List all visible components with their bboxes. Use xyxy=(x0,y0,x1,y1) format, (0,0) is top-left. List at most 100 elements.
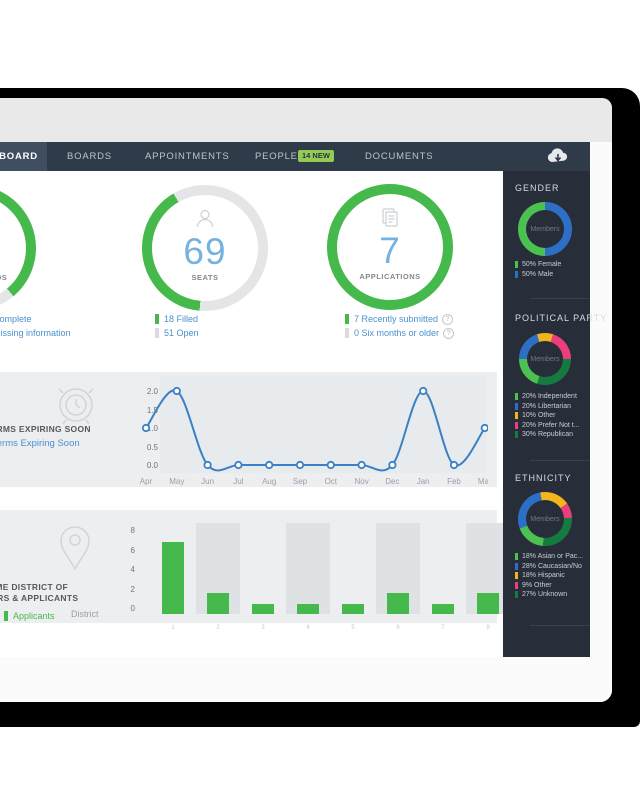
legend-label: 7 Recently submitted xyxy=(354,314,439,324)
applications-label: APPLICATIONS xyxy=(359,272,421,281)
active-boards-label: ACTIVE BOARDS xyxy=(0,273,8,282)
legend-item: 20% Prefer Not t... xyxy=(515,421,580,431)
legend-item: 50% Male xyxy=(515,270,561,280)
svg-text:Mar: Mar xyxy=(478,477,488,486)
demographics-sidebar: GENDER Members 50% Female 50% Male POLIT… xyxy=(503,171,606,657)
person-icon xyxy=(194,208,216,232)
svg-text:Jan: Jan xyxy=(417,477,430,486)
bar xyxy=(252,604,274,614)
ethnicity-legend: 18% Asian or Pac... 28% Caucasian/No 18%… xyxy=(515,552,583,600)
bar xyxy=(342,604,364,614)
legend-item[interactable]: Complete xyxy=(0,313,71,325)
political-party-donut-chart: Members xyxy=(519,333,571,385)
bar xyxy=(207,593,229,614)
legend-item: 28% Caucasian/No xyxy=(515,562,583,572)
legend-marker xyxy=(345,328,349,338)
terms-line-chart: Apr May Jun Jul Aug Sep Oct Nov Dec Jan Feb Mar xyxy=(140,376,488,486)
legend-item: 20% Libertarian xyxy=(515,402,580,412)
map-pin-icon xyxy=(52,523,98,580)
sidebar-divider xyxy=(530,625,590,626)
legend-item[interactable]: 18 Filled xyxy=(155,313,199,325)
legend-item[interactable]: 51 Open xyxy=(155,327,199,339)
legend-marker xyxy=(155,328,159,338)
nav-tab-people[interactable]: PEOPLE xyxy=(255,151,298,162)
legend-item: 9% Other xyxy=(515,581,583,591)
svg-text:Nov: Nov xyxy=(354,477,368,486)
legend-label: Missing information xyxy=(0,328,71,338)
alarm-clock-icon xyxy=(47,381,105,434)
legend-label: 51 Open xyxy=(164,328,199,338)
seats-label: SEATS xyxy=(191,273,219,282)
district-title-line2: MEMBERS & APPLICANTS xyxy=(0,593,79,603)
bar xyxy=(477,593,499,614)
svg-text:Feb: Feb xyxy=(447,477,461,486)
gender-legend: 50% Female 50% Male xyxy=(515,260,561,279)
people-new-badge: 14 NEW xyxy=(298,150,334,162)
ethnicity-section-title: ETHNICITY xyxy=(515,473,572,483)
bar xyxy=(432,604,454,614)
active-boards-legend: Complete Missing information xyxy=(0,313,71,339)
donut-center-label: Members xyxy=(526,210,564,248)
sidebar-divider xyxy=(530,460,590,461)
legend-label: Applicants xyxy=(13,611,55,621)
terms-title: TERMS EXPIRING SOON xyxy=(0,424,91,434)
nav-tab-dashboard[interactable]: DASHBOARD xyxy=(0,142,47,171)
seats-legend: 18 Filled 51 Open xyxy=(155,313,199,339)
legend-label: 0 Six months or older xyxy=(354,328,440,338)
svg-text:Jul: Jul xyxy=(233,477,243,486)
legend-label: 18 Filled xyxy=(164,314,199,324)
app-window: DASHBOARD BOARDS APPOINTMENTS PEOPLE 14 … xyxy=(0,98,612,702)
browser-chrome-bar xyxy=(0,98,612,142)
legend-item[interactable]: 7 Recently submitted? xyxy=(345,313,454,325)
terms-y-axis: 2.0 1.5 1.0 0.5 0.0 xyxy=(146,387,158,470)
bar xyxy=(162,542,184,614)
seats-ring: 69 SEATS xyxy=(142,185,268,311)
terms-expiring-section: TERMS EXPIRING SOON Terms Expiring Soon … xyxy=(0,372,497,487)
svg-text:Dec: Dec xyxy=(385,477,399,486)
legend-item: 18% Asian or Pac... xyxy=(515,552,583,562)
legend-marker xyxy=(345,314,349,324)
cloud-download-icon[interactable] xyxy=(546,146,570,168)
gender-section-title: GENDER xyxy=(515,183,560,193)
district-axis-label: District xyxy=(71,609,99,619)
top-nav: DASHBOARD BOARDS APPOINTMENTS PEOPLE 14 … xyxy=(0,142,590,171)
legend-item: 27% Unknown xyxy=(515,590,583,600)
gender-donut-chart: Members xyxy=(518,202,572,256)
district-section: HOME DISTRICT OF MEMBERS & APPLICANTS Ap… xyxy=(0,510,503,623)
nav-tab-appointments[interactable]: APPOINTMENTS xyxy=(145,151,230,162)
political-party-legend: 20% Independent 20% Libertarian 10% Othe… xyxy=(515,392,580,440)
sidebar-divider xyxy=(530,298,590,299)
window-body: 12 ACTIVE BOARDS 69 SEATS xyxy=(0,171,612,702)
help-icon[interactable]: ? xyxy=(443,327,455,339)
nav-tab-documents[interactable]: DOCUMENTS xyxy=(365,151,434,162)
legend-item[interactable]: 0 Six months or older? xyxy=(345,327,455,339)
svg-text:Jun: Jun xyxy=(201,477,214,486)
legend-marker xyxy=(155,314,159,324)
documents-icon xyxy=(379,207,401,231)
bar xyxy=(387,593,409,614)
svg-text:Oct: Oct xyxy=(325,477,338,486)
bar xyxy=(297,604,319,614)
legend-marker xyxy=(4,611,8,621)
svg-text:May: May xyxy=(169,477,184,486)
district-bar-chart xyxy=(150,523,503,614)
terms-legend-link[interactable]: Terms Expiring Soon xyxy=(0,438,80,449)
donut-center-label: Members xyxy=(527,341,563,377)
legend-item: 50% Female xyxy=(515,260,561,270)
legend-item: 30% Republican xyxy=(515,430,580,440)
district-title-line1: HOME DISTRICT OF xyxy=(0,582,69,592)
district-legend-item[interactable]: Applicants xyxy=(4,610,55,622)
applications-count: 7 xyxy=(379,230,401,271)
legend-item: 10% Other xyxy=(515,411,580,421)
nav-tab-boards[interactable]: BOARDS xyxy=(67,151,112,162)
legend-item[interactable]: Missing information xyxy=(0,327,71,339)
help-icon[interactable]: ? xyxy=(442,313,454,325)
applications-ring: 7 APPLICATIONS xyxy=(327,184,453,310)
legend-label: Complete xyxy=(0,314,32,324)
svg-text:Aug: Aug xyxy=(262,477,276,486)
svg-text:Apr: Apr xyxy=(140,477,153,486)
dashboard-main: 12 ACTIVE BOARDS 69 SEATS xyxy=(0,171,503,657)
ethnicity-donut-chart: Members xyxy=(518,492,572,546)
